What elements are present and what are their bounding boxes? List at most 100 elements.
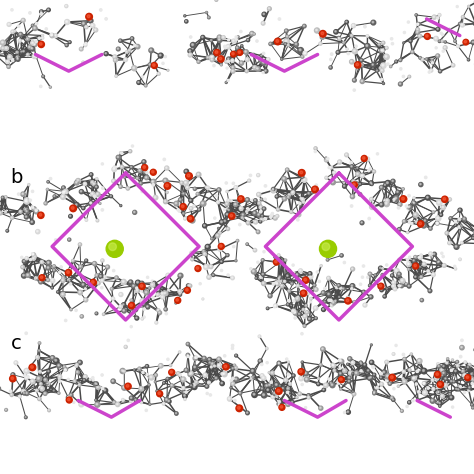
Circle shape (106, 265, 109, 269)
Circle shape (152, 284, 153, 285)
Circle shape (146, 306, 148, 307)
Circle shape (276, 40, 279, 43)
Circle shape (96, 313, 97, 314)
Circle shape (270, 43, 271, 44)
Circle shape (210, 394, 211, 396)
Circle shape (21, 265, 25, 269)
Circle shape (285, 30, 287, 31)
Circle shape (343, 42, 344, 43)
Circle shape (32, 42, 33, 44)
Circle shape (370, 182, 372, 183)
Circle shape (12, 31, 13, 32)
Circle shape (386, 47, 387, 48)
Circle shape (84, 44, 86, 46)
Circle shape (1, 46, 5, 51)
Circle shape (427, 387, 429, 389)
Circle shape (354, 50, 355, 52)
Circle shape (307, 292, 310, 295)
Circle shape (14, 361, 18, 365)
Circle shape (6, 229, 9, 232)
Circle shape (92, 379, 94, 381)
Circle shape (62, 280, 63, 281)
Circle shape (84, 375, 86, 377)
Circle shape (74, 381, 75, 382)
Circle shape (383, 295, 386, 298)
Circle shape (25, 216, 27, 217)
Circle shape (193, 356, 197, 360)
Circle shape (397, 272, 401, 276)
Circle shape (319, 43, 321, 44)
Circle shape (396, 190, 400, 194)
Circle shape (380, 376, 383, 379)
Circle shape (219, 39, 220, 40)
Circle shape (292, 310, 294, 311)
Circle shape (179, 351, 181, 353)
Circle shape (167, 69, 169, 71)
Circle shape (68, 238, 71, 241)
Circle shape (424, 392, 425, 393)
Circle shape (157, 72, 160, 75)
Circle shape (250, 31, 254, 36)
Circle shape (163, 382, 164, 383)
Circle shape (359, 183, 362, 185)
Circle shape (32, 257, 36, 260)
Circle shape (278, 401, 281, 403)
Circle shape (297, 219, 299, 221)
Circle shape (225, 60, 228, 63)
Circle shape (350, 60, 354, 64)
Circle shape (410, 353, 412, 355)
Circle shape (389, 374, 396, 381)
Circle shape (120, 152, 121, 153)
Circle shape (79, 384, 80, 385)
Circle shape (259, 276, 262, 278)
Circle shape (78, 243, 82, 246)
Circle shape (166, 273, 170, 277)
Circle shape (97, 282, 100, 285)
Circle shape (327, 292, 331, 296)
Circle shape (439, 14, 440, 15)
Circle shape (182, 393, 187, 398)
Text: b: b (10, 168, 23, 187)
Circle shape (21, 18, 25, 22)
Circle shape (399, 59, 402, 62)
Circle shape (329, 382, 332, 384)
Circle shape (133, 285, 134, 286)
Circle shape (434, 372, 436, 374)
Circle shape (167, 274, 168, 276)
Circle shape (155, 381, 156, 383)
Circle shape (440, 368, 444, 372)
Circle shape (348, 357, 352, 361)
Circle shape (266, 362, 268, 364)
Circle shape (231, 213, 236, 218)
Circle shape (332, 301, 334, 303)
Circle shape (145, 84, 147, 87)
Circle shape (63, 277, 64, 278)
Circle shape (306, 311, 307, 313)
Circle shape (402, 378, 404, 380)
Circle shape (53, 265, 55, 267)
Circle shape (391, 397, 392, 398)
Circle shape (255, 221, 256, 222)
Circle shape (262, 282, 266, 285)
Circle shape (440, 32, 442, 34)
Circle shape (421, 368, 427, 374)
Circle shape (165, 166, 169, 170)
Circle shape (136, 45, 140, 49)
Circle shape (459, 23, 460, 24)
Circle shape (246, 221, 250, 225)
Circle shape (17, 58, 18, 60)
Circle shape (82, 62, 83, 63)
Circle shape (287, 304, 288, 305)
Circle shape (419, 222, 421, 225)
Circle shape (401, 280, 403, 281)
Circle shape (347, 411, 348, 412)
Circle shape (364, 364, 365, 365)
Circle shape (392, 282, 394, 283)
Circle shape (325, 157, 327, 160)
Circle shape (10, 393, 13, 396)
Circle shape (25, 416, 27, 419)
Circle shape (31, 221, 33, 222)
Circle shape (397, 207, 400, 209)
Circle shape (418, 257, 419, 258)
Circle shape (439, 402, 440, 404)
